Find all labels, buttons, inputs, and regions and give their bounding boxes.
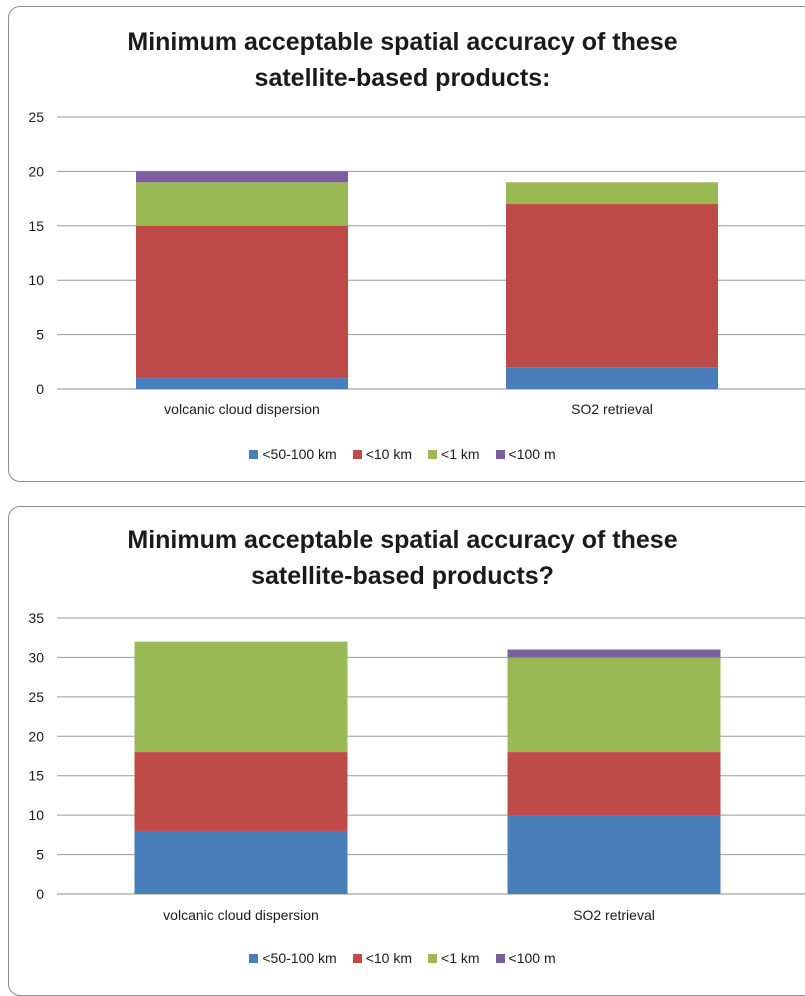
legend-label: <100 m (508, 950, 556, 966)
bar-segment (507, 815, 721, 894)
legend-swatch (495, 953, 505, 963)
legend-swatch (428, 449, 438, 459)
bar-segment (134, 830, 348, 894)
legend-label: <1 km (441, 446, 480, 462)
chart-title-line: Minimum acceptable spatial accuracy of t… (127, 526, 678, 554)
y-tick-label: 0 (36, 886, 44, 902)
chart-legend-1: <50-100 km <10 km <1 km <100 m (0, 446, 805, 462)
legend-label: <50-100 km (262, 950, 337, 966)
legend-swatch (352, 953, 362, 963)
x-tick-label: SO2 retrieval (571, 401, 653, 417)
legend-item: <100 m (495, 950, 556, 966)
y-tick-label: 20 (28, 728, 44, 744)
bar-segment (134, 752, 348, 831)
chart-title-2: Minimum acceptable spatial accuracy of t… (0, 522, 805, 594)
bar-segment (506, 367, 718, 389)
legend-item: <1 km (428, 950, 480, 966)
chart-title-line: satellite-based products? (251, 562, 554, 590)
y-tick-label: 25 (28, 689, 44, 705)
x-tick-label: volcanic cloud dispersion (163, 907, 319, 923)
y-tick-label: 0 (36, 381, 44, 397)
chart-title-1: Minimum acceptable spatial accuracy of t… (0, 24, 805, 96)
legend-label: <50-100 km (262, 446, 337, 462)
x-tick-label: SO2 retrieval (573, 907, 655, 923)
legend-swatch (352, 449, 362, 459)
bar-segment (507, 752, 721, 816)
bar-segment (506, 204, 718, 368)
bar-segment (134, 641, 348, 753)
legend-label: <10 km (365, 446, 413, 462)
legend-swatch (495, 449, 505, 459)
legend-label: <10 km (365, 950, 413, 966)
y-tick-label: 10 (28, 272, 44, 288)
legend-swatch (428, 953, 438, 963)
bar-segment (507, 649, 721, 658)
chart-title-line: Minimum acceptable spatial accuracy of t… (127, 28, 678, 56)
bar-segment (136, 378, 348, 389)
y-tick-label: 30 (28, 649, 44, 665)
legend-item: <10 km (352, 950, 413, 966)
legend-swatch (249, 953, 259, 963)
chart-legend-2: <50-100 km <10 km <1 km <100 m (0, 950, 805, 966)
y-tick-label: 35 (28, 610, 44, 626)
legend-label: <1 km (441, 950, 480, 966)
legend-item: <1 km (428, 446, 480, 462)
legend-item: <50-100 km (249, 950, 337, 966)
y-tick-label: 20 (28, 163, 44, 179)
legend-item: <10 km (352, 446, 413, 462)
bar-segment (507, 657, 721, 753)
bar-segment (136, 225, 348, 379)
bar-segment (136, 171, 348, 183)
y-tick-label: 25 (28, 109, 44, 125)
x-tick-label: volcanic cloud dispersion (164, 401, 320, 417)
bar-segment (136, 182, 348, 226)
legend-swatch (249, 449, 259, 459)
legend-item: <100 m (495, 446, 556, 462)
bar-segment (506, 182, 718, 205)
y-tick-label: 5 (36, 327, 44, 343)
y-tick-label: 10 (28, 807, 44, 823)
legend-item: <50-100 km (249, 446, 337, 462)
y-tick-label: 15 (28, 218, 44, 234)
chart-title-line: satellite-based products: (254, 64, 551, 92)
y-tick-label: 15 (28, 768, 44, 784)
y-tick-label: 5 (36, 847, 44, 863)
legend-label: <100 m (508, 446, 556, 462)
